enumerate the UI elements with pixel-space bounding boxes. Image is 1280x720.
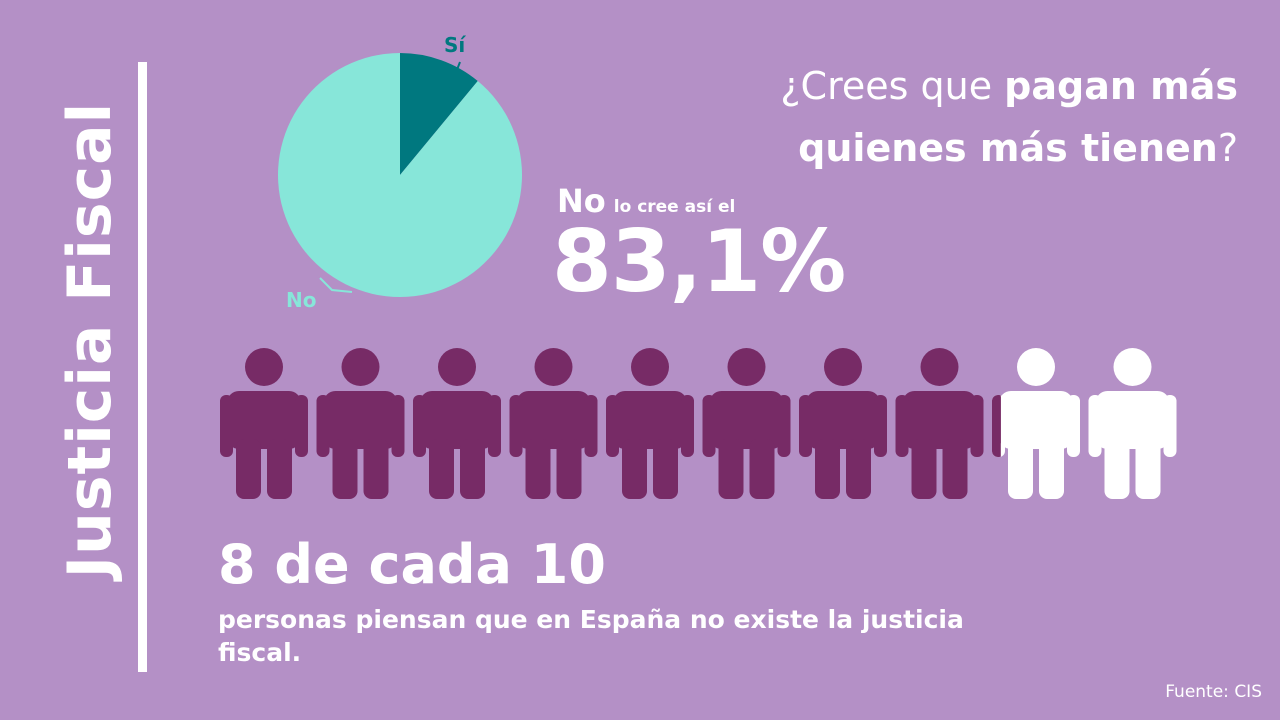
person-icon: [1088, 348, 1177, 499]
person-icon: [413, 348, 501, 499]
pie-leader-no: [319, 277, 353, 293]
description: personas piensan que en España no existe…: [218, 605, 964, 667]
person-icon: [895, 348, 984, 499]
pie-label-no: No: [286, 288, 316, 312]
person-icon: [799, 348, 887, 499]
person-icon: [992, 348, 1080, 499]
pie-leader-si: [449, 61, 461, 89]
result-line: No lo cree así el: [557, 182, 735, 220]
pie-slice-si: [400, 53, 478, 175]
result-no-word: No: [557, 182, 606, 220]
person-icon: [509, 348, 598, 499]
headline: 8 de cada 10: [218, 533, 606, 596]
question-bold2: quienes más tienen: [798, 126, 1218, 170]
pie-label-si: Sí: [444, 33, 466, 57]
question-part1: ¿Crees que: [780, 64, 1005, 108]
question-bold1: pagan más: [1004, 64, 1238, 108]
pie-slice-no: [277, 53, 522, 297]
vertical-title-container: Justicia Fiscal: [40, 0, 140, 680]
person-icon: [606, 348, 694, 499]
person-icon: [220, 348, 308, 499]
pie-chart: Sí No: [277, 33, 522, 312]
people-pictogram: [220, 348, 1177, 499]
source-note: Fuente: CIS: [1165, 682, 1262, 702]
question-text: ¿Crees que pagan más quienes más tienen?: [678, 55, 1238, 179]
vertical-divider: [138, 62, 147, 672]
person-icon: [702, 348, 791, 499]
person-icon: [316, 348, 405, 499]
result-no-text: lo cree así el: [613, 197, 736, 217]
vertical-title: Justicia Fiscal: [55, 101, 125, 579]
question-end: ?: [1217, 126, 1238, 170]
result-percent: 83,1%: [552, 212, 846, 312]
